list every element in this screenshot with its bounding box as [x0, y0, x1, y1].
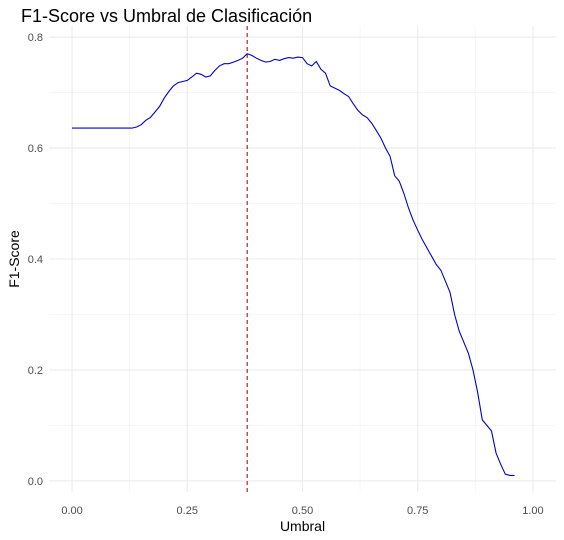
y-tick-label: 0.4	[28, 254, 43, 266]
x-tick-label: 1.00	[522, 505, 543, 517]
x-tick-label: 0.00	[61, 505, 82, 517]
x-tick-labels: 0.00 0.25 0.50 0.75 1.00	[61, 505, 543, 517]
x-axis-title: Umbral	[280, 518, 325, 534]
x-tick-label: 0.75	[407, 505, 428, 517]
f1-score-series-line	[72, 53, 515, 476]
y-tick-label: 0.0	[28, 476, 43, 488]
chart-title: F1-Score vs Umbral de Clasificación	[21, 6, 313, 26]
x-tick-label: 0.50	[292, 505, 313, 517]
y-axis-title: F1-Score	[6, 230, 22, 288]
y-tick-label: 0.8	[28, 32, 43, 44]
series-lines	[72, 53, 515, 476]
y-tick-label: 0.6	[28, 143, 43, 155]
y-tick-label: 0.2	[28, 365, 43, 377]
x-tick-label: 0.25	[177, 505, 198, 517]
grid-lines	[49, 26, 556, 492]
y-tick-labels: 0.0 0.2 0.4 0.6 0.8	[28, 32, 43, 488]
